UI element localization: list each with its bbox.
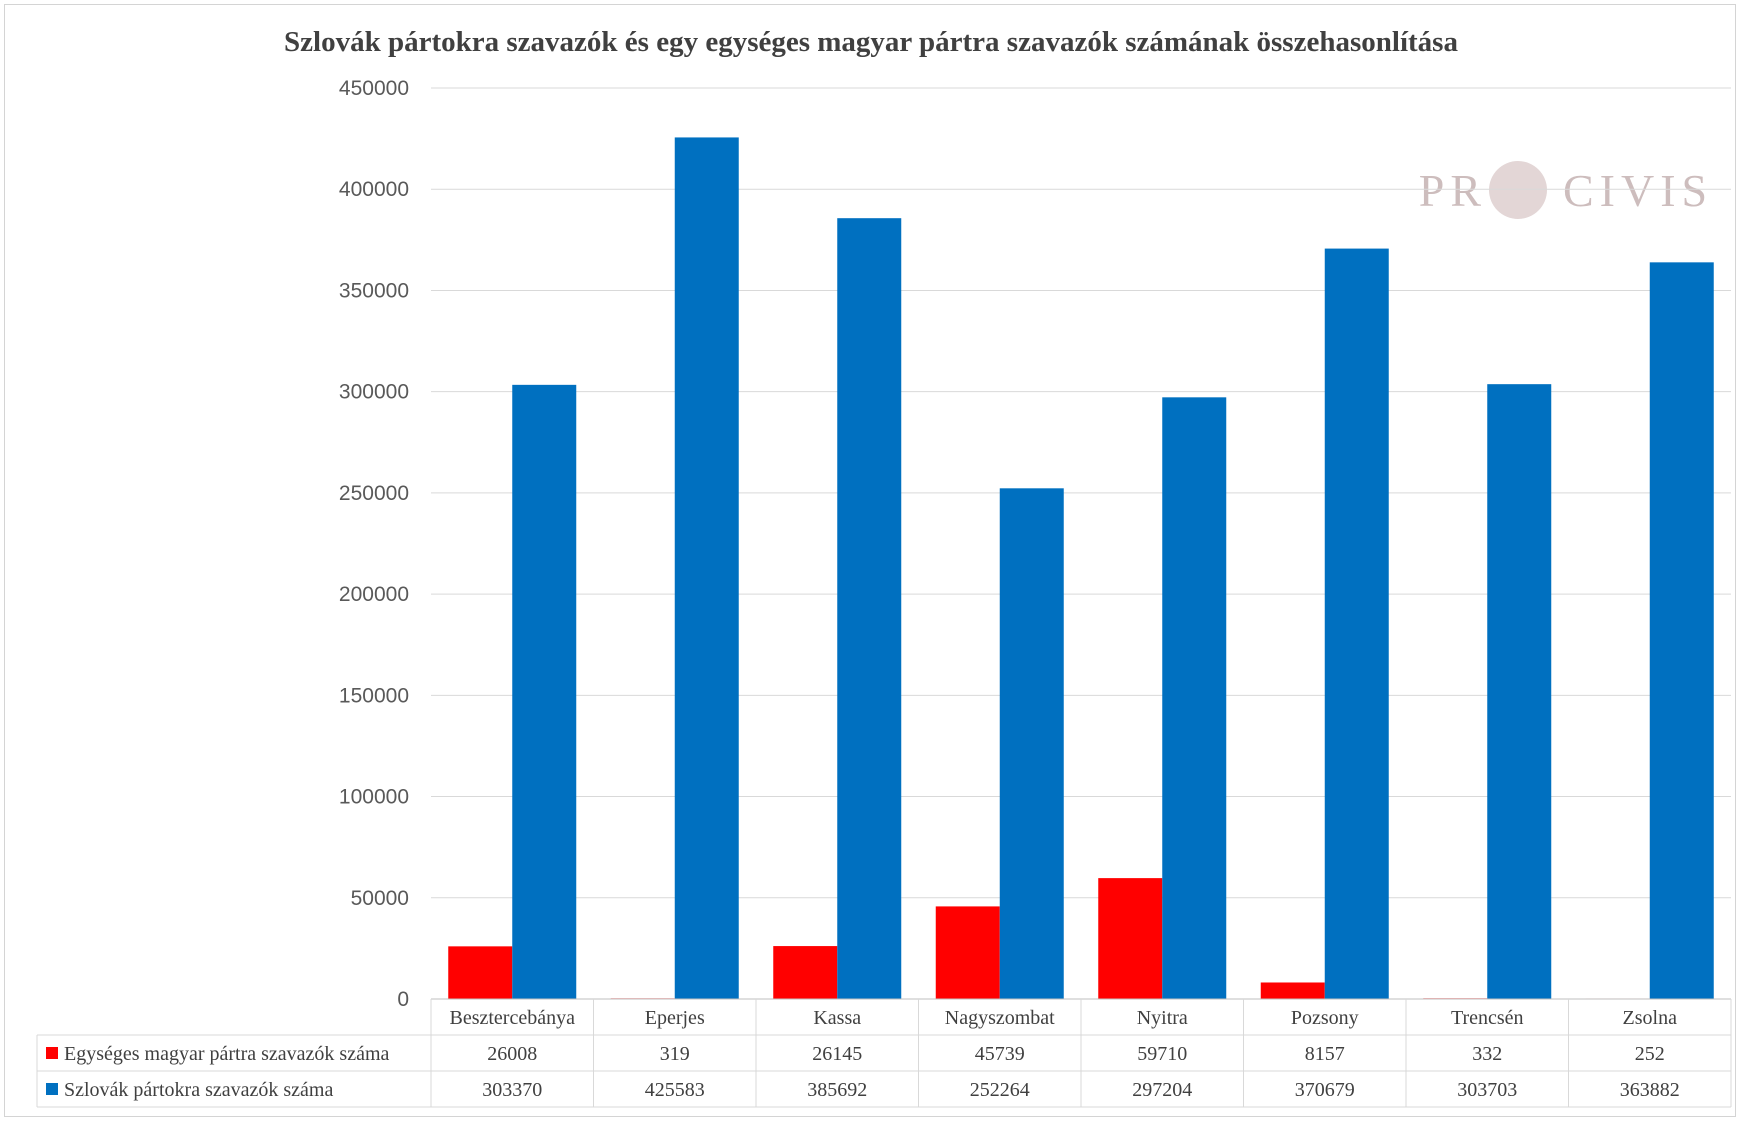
bar-szlovak [512,384,577,999]
bar-szlovak [1649,262,1714,1000]
bar-magyar [773,946,838,999]
y-tick-label: 350000 [339,279,409,302]
cell-value-szlovak: 297204 [1132,1079,1192,1101]
bars [448,137,1714,1000]
data-table: Besztercebánya Eperjes Kassa Nagyszombat Nyi… [36,998,1732,1108]
cell-value-magyar: 8157 [1305,1043,1345,1065]
watermark-left-text: PR [1419,165,1487,216]
y-tick-label: 150000 [339,684,409,707]
cell-value-szlovak: 363882 [1620,1079,1680,1101]
bar-szlovak [999,488,1064,999]
cell-value-magyar: 59710 [1137,1043,1187,1065]
x-category-label: Nagyszombat [945,1007,1055,1029]
x-category-label: Zsolna [1623,1007,1678,1029]
cell-value-szlovak: 303370 [482,1079,542,1101]
y-tick-label: 450000 [339,77,409,100]
watermark: PR CIVIS [1419,161,1713,219]
chart-svg: Szlovák pártokra szavazók és egy egysége… [36,26,1732,1108]
bar-szlovak [1162,397,1227,999]
y-tick-label: 100000 [339,786,409,809]
bar-magyar [1098,878,1163,999]
cell-value-magyar: 26145 [812,1043,862,1065]
legend-key-magyar [46,1047,58,1059]
cell-value-szlovak: 370679 [1295,1079,1355,1101]
bar-szlovak [674,137,739,1000]
x-category-label: Trencsén [1451,1007,1524,1029]
x-category-label: Kassa [813,1007,861,1029]
x-category-label: Pozsony [1291,1007,1359,1029]
y-tick-label: 0 [397,988,409,1011]
y-tick-label: 200000 [339,583,409,606]
y-tick-label: 400000 [339,178,409,201]
legend-key-szlovak [46,1083,58,1095]
cell-value-magyar: 45739 [975,1043,1025,1065]
gridlines [431,87,1731,1000]
cell-value-magyar: 332 [1472,1043,1502,1065]
watermark-right-text: CIVIS [1563,165,1713,216]
y-tick-label: 50000 [351,887,409,910]
x-category-label: Besztercebánya [450,1007,576,1029]
cell-value-magyar: 252 [1635,1043,1665,1065]
bar-szlovak [1487,384,1552,999]
cell-value-szlovak: 425583 [645,1079,705,1101]
x-category-label: Nyitra [1137,1007,1188,1029]
cell-value-szlovak: 252264 [970,1079,1030,1101]
chart-title: Szlovák pártokra szavazók és egy egysége… [284,26,1458,58]
bar-magyar [1260,982,1325,999]
x-category-label: Eperjes [645,1007,705,1029]
chart-frame: Szlovák pártokra szavazók és egy egysége… [4,4,1736,1117]
cell-value-szlovak: 303703 [1457,1079,1517,1101]
bar-szlovak [1324,248,1389,1000]
bar-magyar [935,906,1000,999]
cell-value-magyar: 319 [660,1043,690,1065]
legend-label-szlovak: Szlovák pártokra szavazók száma [64,1079,333,1101]
watermark-logo-circle [1489,161,1547,219]
y-tick-label: 300000 [339,381,409,404]
y-axis-ticks: 0 50000 100000 150000 200000 250000 300000 3500… [339,77,409,1011]
legend-label-magyar: Egységes magyar pártra szavazók száma [64,1043,390,1065]
cell-value-magyar: 26008 [487,1043,537,1065]
bar-magyar [448,946,513,999]
bar-szlovak [837,218,902,999]
y-tick-label: 250000 [339,482,409,505]
cell-value-szlovak: 385692 [807,1079,867,1101]
